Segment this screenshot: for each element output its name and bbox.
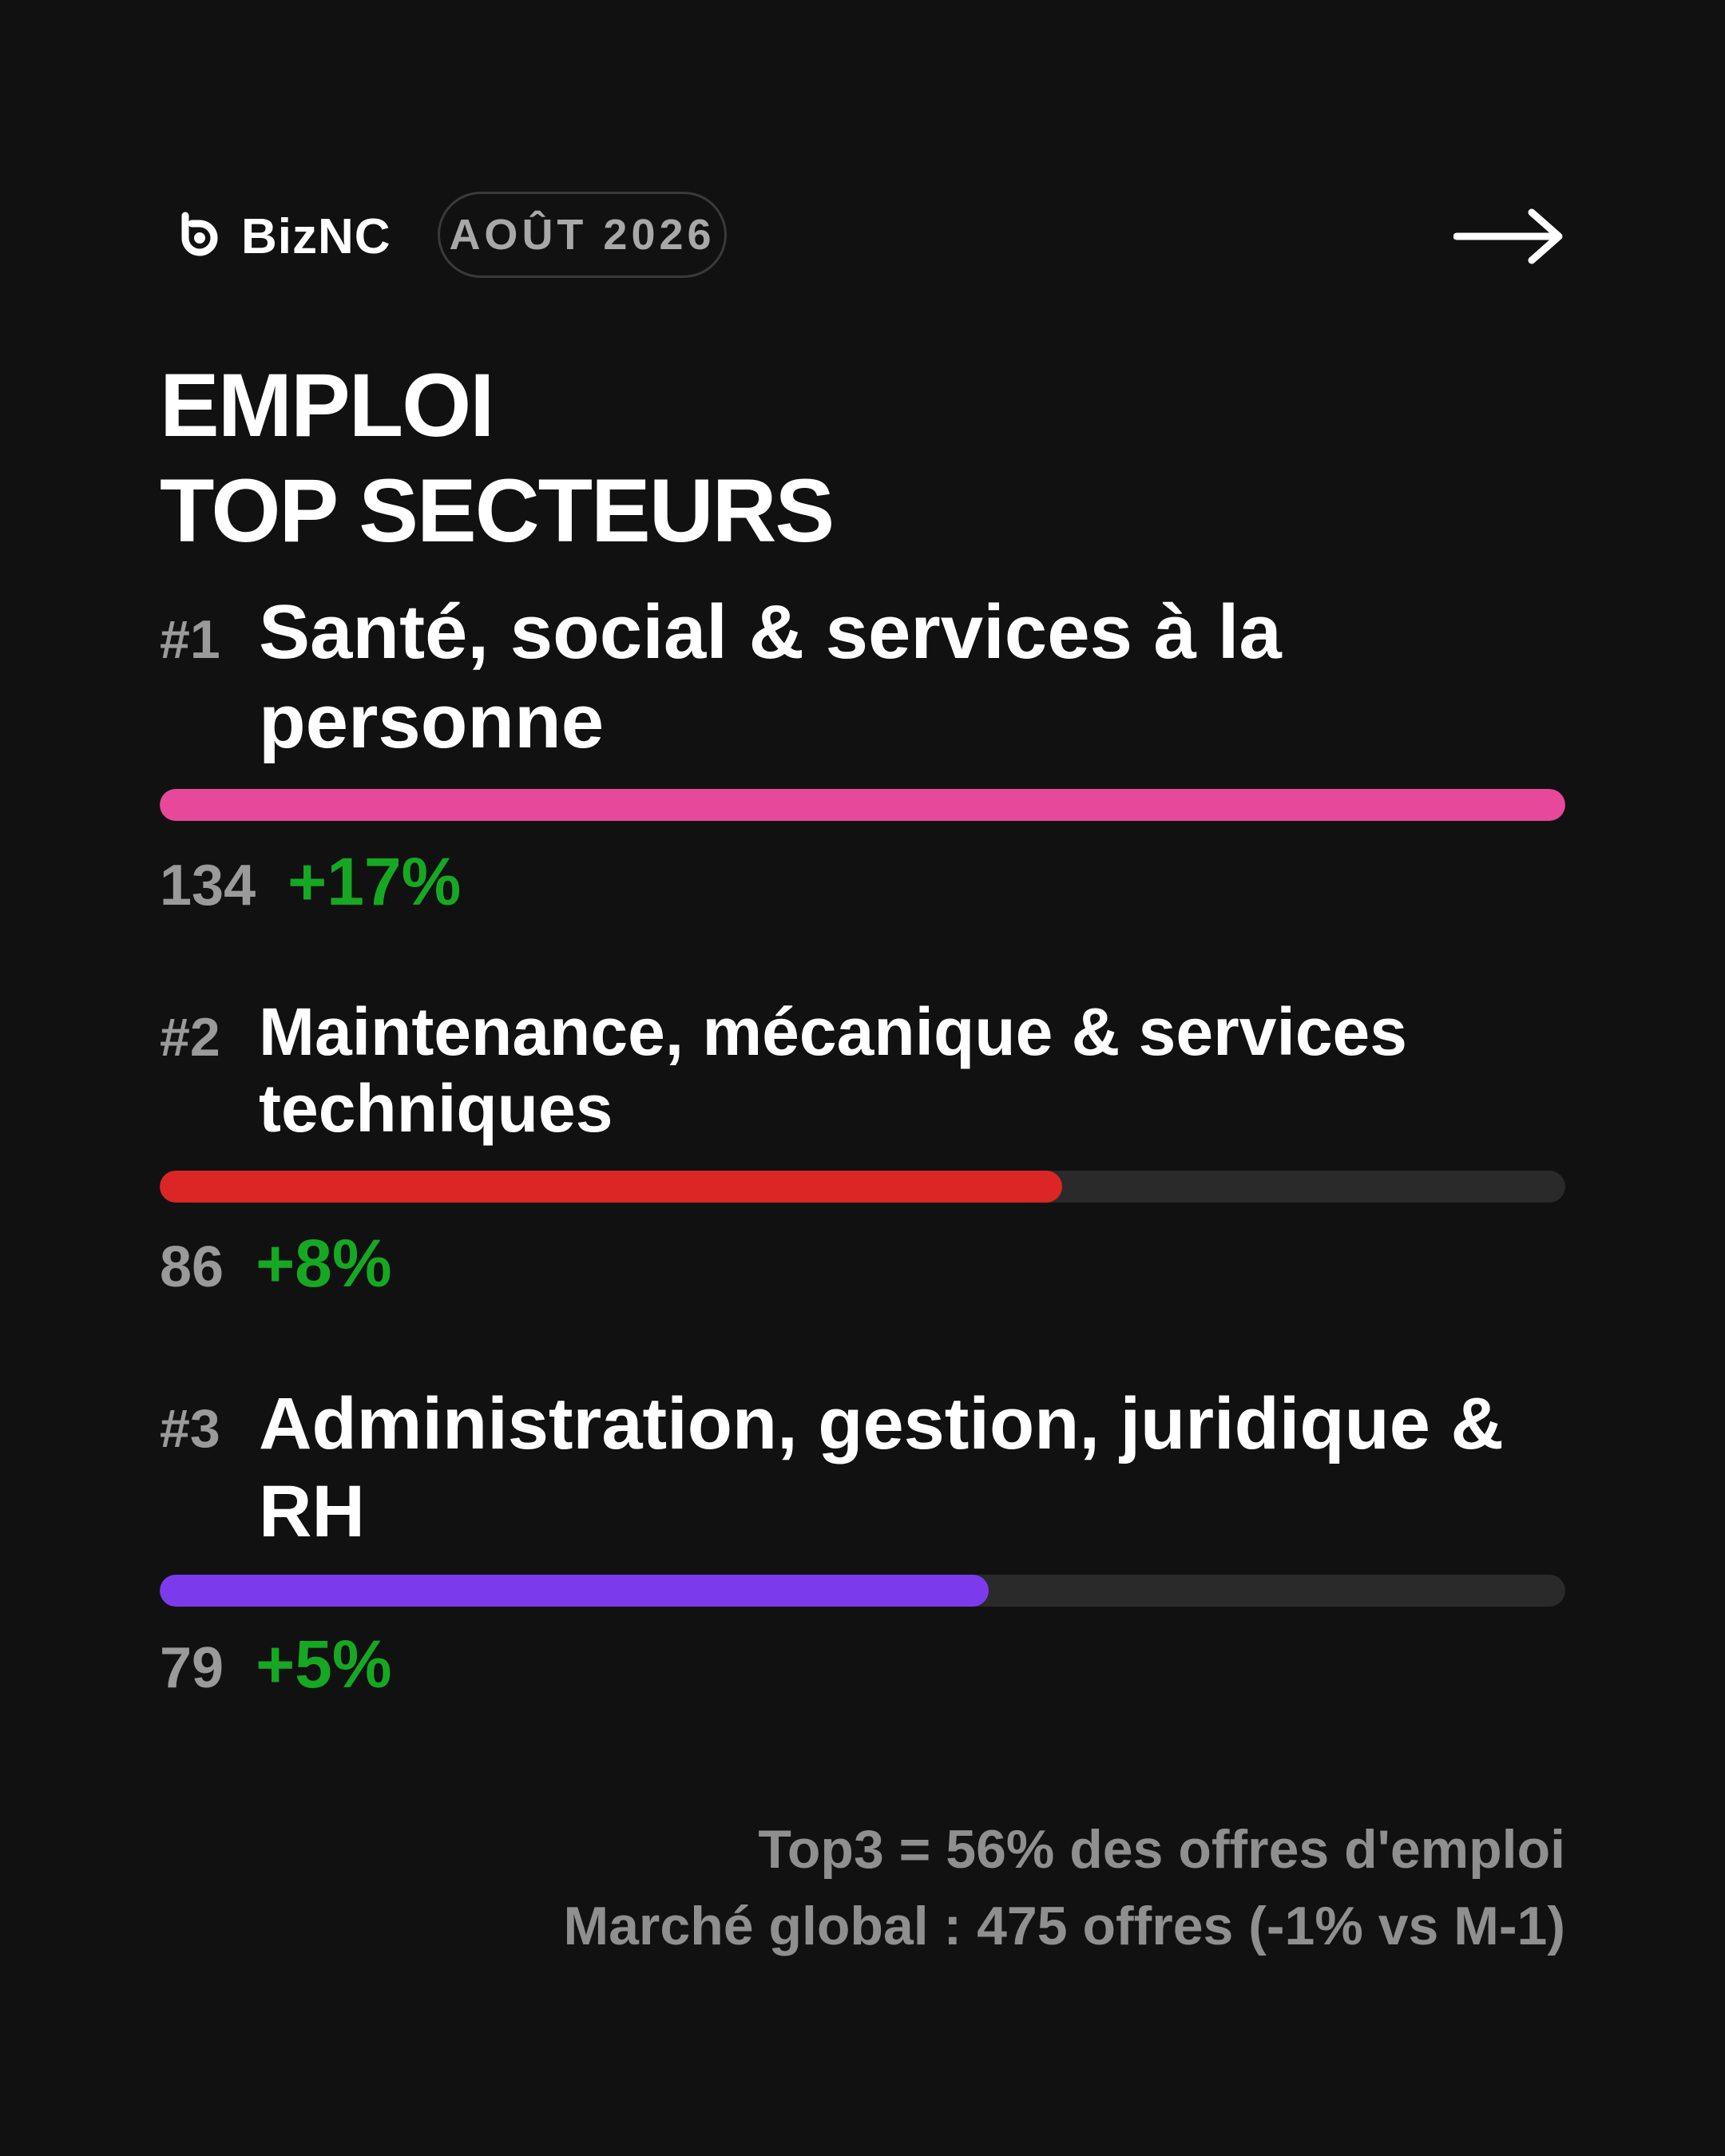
page-title: EMPLOI TOP SECTEURS (160, 353, 835, 564)
sector-rank: #3 (160, 1398, 220, 1459)
biznc-logo-icon (181, 212, 218, 256)
change-label: +5% (256, 1627, 392, 1702)
arrow-right-icon[interactable] (1453, 206, 1565, 267)
footer-line-2: Marché global : 475 offres (-1% vs M-1) (563, 1896, 1565, 1956)
brand[interactable]: BizNC (174, 208, 391, 264)
sector-rank: #1 (160, 609, 220, 670)
sector-rank: #2 (160, 1007, 220, 1068)
footer-line-1: Top3 = 56% des offres d'emploi (758, 1819, 1565, 1880)
sector-label: Administration, gestion, juridique & RH (259, 1383, 1504, 1552)
sector-item: #2 Maintenance, mécanique & services tec… (160, 993, 1565, 1313)
brand-name: BizNC (241, 208, 391, 264)
header: BizNC AOÛT 2026 (160, 192, 1565, 281)
bar (160, 1171, 1062, 1203)
bar (160, 1575, 989, 1607)
bar-track (160, 789, 1565, 821)
date-badge: AOÛT 2026 (438, 192, 727, 278)
title-line-2: TOP SECTEURS (160, 461, 835, 561)
sector-stats: 86 +8% (160, 1225, 392, 1302)
sector-stats: 79 +5% (160, 1626, 392, 1703)
page: BizNC AOÛT 2026 EMPLOI TOP SECTEURS #1 S… (160, 0, 1565, 2156)
footer-summary: Top3 = 56% des offres d'emploi Marché gl… (563, 1811, 1565, 1964)
value-label: 86 (160, 1235, 224, 1299)
bar-track (160, 1171, 1565, 1203)
sector-label: Maintenance, mécanique & services techni… (259, 994, 1407, 1146)
value-label: 134 (160, 854, 256, 917)
change-label: +17% (288, 844, 462, 919)
sector-item: #1 Santé, social & services à la personn… (160, 588, 1565, 923)
bar-track (160, 1575, 1565, 1607)
sector-label: Santé, social & services à la personne (259, 589, 1282, 764)
sector-stats: 134 +17% (160, 843, 461, 921)
value-label: 79 (160, 1636, 224, 1700)
change-label: +8% (256, 1226, 392, 1301)
sector-item: #3 Administration, gestion, juridique & … (160, 1380, 1565, 1715)
bar (160, 789, 1565, 821)
title-line-1: EMPLOI (160, 355, 494, 455)
